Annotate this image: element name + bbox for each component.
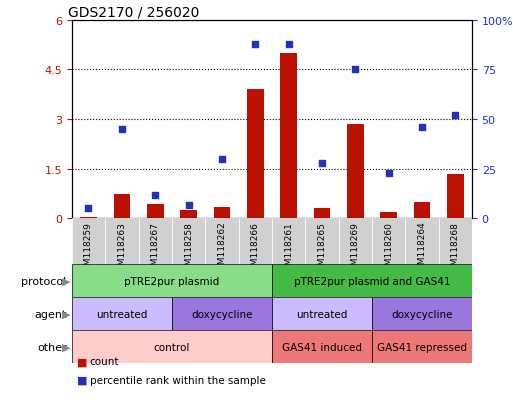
Text: ▶: ▶ (62, 309, 71, 319)
Point (318, 160, 326, 167)
Text: GAS41 induced: GAS41 induced (282, 342, 362, 352)
Bar (113, 194, 130, 219)
Text: count: count (90, 356, 120, 366)
Bar (447, 174, 464, 219)
Bar (205, 219, 239, 264)
Bar (172, 297, 272, 330)
Text: GSM118265: GSM118265 (318, 221, 326, 276)
Text: agent: agent (34, 309, 67, 319)
Text: untreated: untreated (96, 309, 148, 319)
Bar (247, 90, 264, 219)
Text: control: control (154, 342, 190, 352)
Text: GSM118262: GSM118262 (218, 221, 226, 276)
Text: pTRE2pur plasmid: pTRE2pur plasmid (124, 276, 220, 286)
Bar (372, 297, 472, 330)
Bar (72, 219, 105, 264)
Bar (105, 219, 139, 264)
Bar (372, 330, 472, 363)
Text: ■: ■ (77, 375, 87, 385)
Text: doxycycline: doxycycline (391, 309, 452, 319)
Bar (72, 330, 272, 363)
Text: GSM118264: GSM118264 (418, 221, 426, 276)
Bar (139, 219, 172, 264)
Bar (172, 219, 205, 264)
Point (117, 126, 126, 133)
Bar (439, 219, 472, 264)
Text: GSM118261: GSM118261 (284, 221, 293, 276)
Bar (413, 202, 430, 219)
Bar (239, 219, 272, 264)
Text: GSM118259: GSM118259 (84, 221, 93, 276)
Bar (272, 219, 305, 264)
Bar (72, 264, 272, 297)
Bar (380, 212, 397, 219)
Text: ■: ■ (77, 356, 87, 366)
Bar (72, 297, 172, 330)
Text: untreated: untreated (296, 309, 348, 319)
Bar (339, 219, 372, 264)
Bar (80, 217, 97, 219)
Point (351, 67, 359, 74)
Text: ▶: ▶ (62, 342, 71, 352)
Bar (305, 219, 339, 264)
Point (284, 41, 292, 48)
Text: protocol: protocol (22, 276, 67, 286)
Bar (405, 219, 439, 264)
Text: GSM118267: GSM118267 (151, 221, 160, 276)
Bar (372, 219, 405, 264)
Point (218, 156, 226, 163)
Bar (272, 297, 372, 330)
Bar (272, 264, 472, 297)
Text: GSM118258: GSM118258 (184, 221, 193, 276)
Point (385, 170, 393, 177)
Bar (272, 330, 372, 363)
Point (418, 124, 426, 131)
Text: percentile rank within the sample: percentile rank within the sample (90, 375, 266, 385)
Text: GAS41 repressed: GAS41 repressed (377, 342, 467, 352)
Text: ▶: ▶ (62, 276, 71, 286)
Text: other: other (37, 342, 67, 352)
Text: GSM118260: GSM118260 (384, 221, 393, 276)
Text: GSM118268: GSM118268 (451, 221, 460, 276)
Point (151, 192, 159, 198)
Text: pTRE2pur plasmid and GAS41: pTRE2pur plasmid and GAS41 (293, 276, 450, 286)
Point (251, 41, 259, 48)
Bar (147, 204, 164, 219)
Text: GSM118266: GSM118266 (251, 221, 260, 276)
Point (84, 206, 93, 212)
Bar (213, 207, 230, 219)
Bar (347, 125, 364, 219)
Text: GSM118263: GSM118263 (117, 221, 126, 276)
Point (451, 112, 459, 119)
Bar (313, 209, 330, 219)
Point (185, 202, 193, 208)
Text: GDS2170 / 256020: GDS2170 / 256020 (68, 5, 199, 19)
Bar (280, 54, 297, 219)
Text: doxycycline: doxycycline (191, 309, 252, 319)
Bar (180, 211, 197, 219)
Text: GSM118269: GSM118269 (351, 221, 360, 276)
